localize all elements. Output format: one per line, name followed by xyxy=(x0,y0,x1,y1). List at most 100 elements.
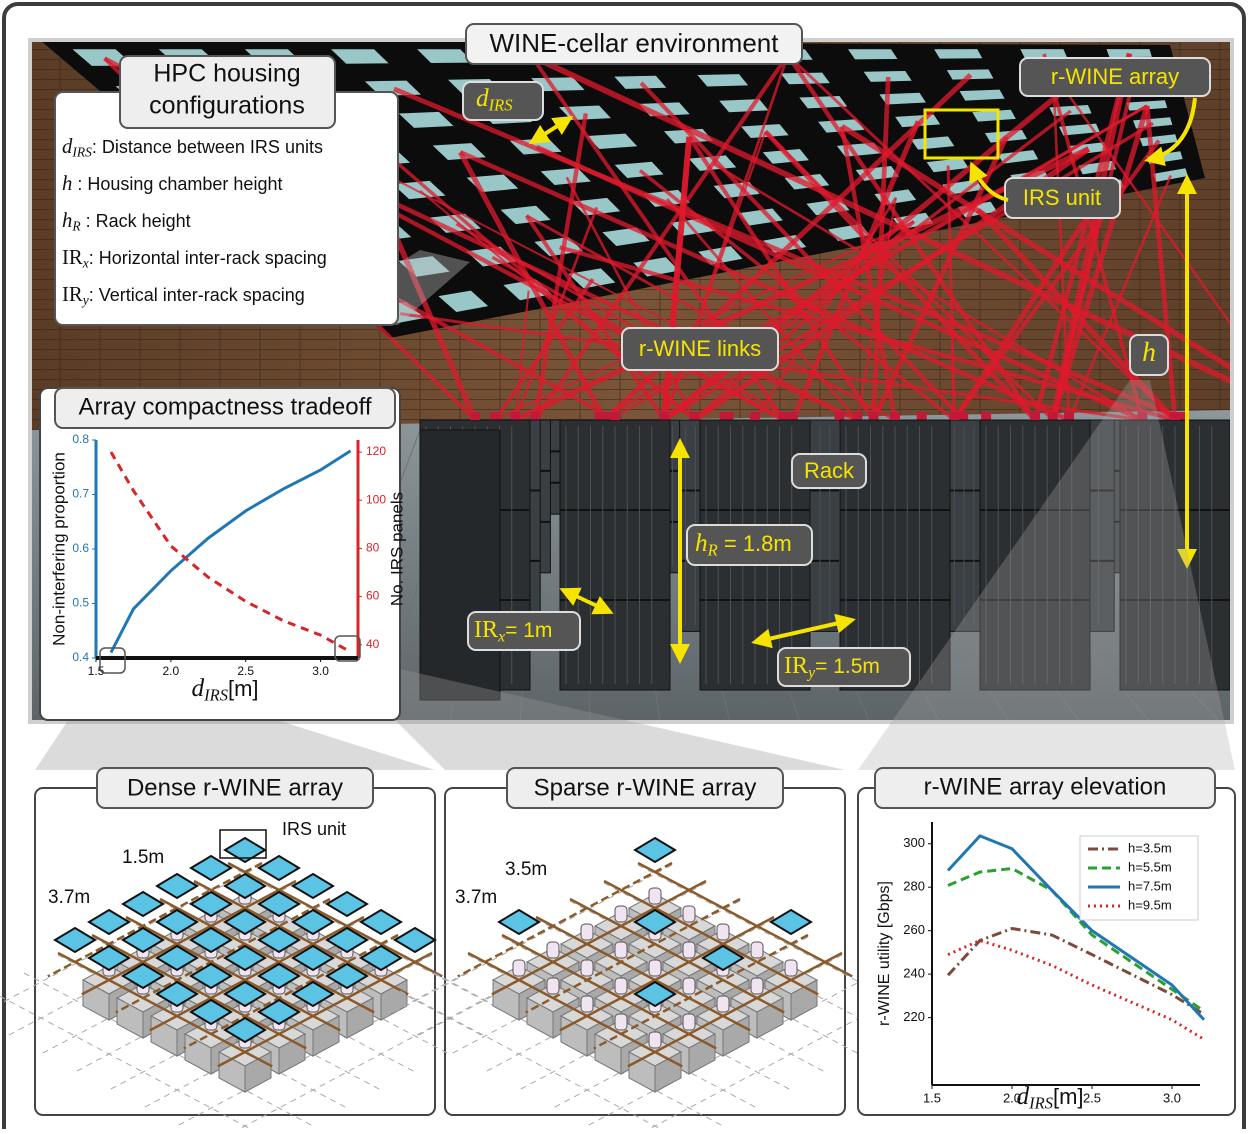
wire xyxy=(603,879,819,996)
symbol-label: dIRS[m] xyxy=(1016,1082,1083,1113)
rack-top xyxy=(981,412,992,420)
irs-panel xyxy=(398,111,454,128)
symbol-label: IRy= 1.5m xyxy=(784,652,880,681)
symbol-label: dIRS[m] xyxy=(191,674,258,705)
irs-panel xyxy=(330,49,389,64)
wire xyxy=(125,915,341,1032)
rack-top xyxy=(530,412,541,420)
transceiver xyxy=(682,905,696,923)
y-tick-label: 0.7 xyxy=(72,487,89,501)
rack-top xyxy=(470,412,480,420)
subscript: R xyxy=(707,540,718,559)
symbol-text: [m] xyxy=(1053,1084,1084,1109)
rack-top xyxy=(779,412,789,420)
link-beam xyxy=(638,169,956,422)
irs-diamond xyxy=(189,854,233,882)
transceiver xyxy=(580,995,594,1013)
irs-panel xyxy=(500,205,551,225)
transceiver xyxy=(614,977,628,995)
irs-diamond xyxy=(497,908,541,936)
irs-diamond xyxy=(155,944,199,972)
subscript: IRS xyxy=(203,685,228,704)
rack-top xyxy=(916,412,927,420)
irs-diamond xyxy=(633,908,677,936)
irs-diamond xyxy=(189,998,233,1026)
link-beam xyxy=(1051,72,1232,328)
irs-diamond xyxy=(87,944,131,972)
y-axis-label: r-WINE utility [Gbps] xyxy=(876,881,893,1026)
wire xyxy=(525,897,741,1014)
irs-panel xyxy=(847,49,898,60)
irs-panel xyxy=(863,70,912,82)
irs-panel xyxy=(818,119,865,133)
irs-diamond xyxy=(121,926,165,954)
link-beam xyxy=(533,53,790,422)
transceiver xyxy=(750,941,764,959)
legend-label: h=9.5m xyxy=(1128,897,1172,912)
y2-tick-label: 60 xyxy=(366,589,380,603)
irs-panel xyxy=(879,92,926,105)
transceiver xyxy=(580,923,594,941)
wire xyxy=(47,861,263,978)
rack-top xyxy=(1047,412,1058,420)
irs-panel xyxy=(926,158,969,173)
link-beam xyxy=(1042,53,1145,421)
transceiver xyxy=(546,977,560,995)
rack-top xyxy=(594,412,605,420)
link-beam xyxy=(840,124,1232,372)
link-beam xyxy=(639,81,965,422)
irs-diamond xyxy=(155,872,199,900)
label-box xyxy=(462,81,544,121)
chart-title: Array compactness tradeoff xyxy=(78,393,371,420)
symbol-text: = 1.8m xyxy=(718,531,792,556)
rack-top xyxy=(599,412,610,420)
symbol: IR xyxy=(62,284,83,306)
subscript: y xyxy=(806,664,815,681)
irs-diamond xyxy=(53,926,97,954)
chart-title: r-WINE array elevation xyxy=(924,773,1167,800)
link-beam xyxy=(513,206,599,421)
irs-diamond xyxy=(325,890,369,918)
rack xyxy=(419,429,501,701)
irs-highlight xyxy=(219,829,267,859)
panel-label: 3.7m xyxy=(48,887,90,908)
link-beam xyxy=(712,162,1144,422)
symbol-text: : Housing chamber height xyxy=(72,174,282,194)
symbol-text: [m] xyxy=(228,676,259,701)
symbol: d xyxy=(476,84,489,112)
irs-diamond xyxy=(257,998,301,1026)
subscript: x xyxy=(82,255,89,270)
irs-panel xyxy=(568,268,616,289)
wire xyxy=(491,879,707,996)
link-beam xyxy=(687,135,876,422)
panel-label: 3.5m xyxy=(505,859,547,880)
rack-top xyxy=(1170,412,1180,420)
symbol: IR xyxy=(62,247,83,269)
wire xyxy=(559,915,775,1032)
irs-panel xyxy=(586,133,638,150)
wire xyxy=(115,897,331,1014)
irs-diamond xyxy=(257,962,301,990)
wire xyxy=(81,879,297,996)
hpc-title: HPC housing xyxy=(153,60,300,88)
subscript: IRS xyxy=(71,144,92,159)
y-tick-label: 300 xyxy=(903,835,925,850)
y-axis-label: Non-interfering proportion xyxy=(49,452,68,646)
link-beam xyxy=(306,160,859,423)
symbol-text: : Vertical inter-rack spacing xyxy=(89,285,305,305)
symbol-label: IRx: Horizontal inter-rack spacing xyxy=(62,247,327,271)
label-box xyxy=(686,524,813,566)
symbol-label: IRx= 1m xyxy=(474,616,552,645)
irs-panel xyxy=(614,161,664,178)
y-tick-label: 0.6 xyxy=(72,541,89,555)
rack-top xyxy=(834,412,845,420)
irs-diamond xyxy=(393,926,437,954)
irs-panel xyxy=(438,290,489,313)
label-box xyxy=(1019,57,1211,97)
arrow xyxy=(559,587,614,615)
irs-diamond xyxy=(325,926,369,954)
y2-tick-label: 120 xyxy=(366,444,386,458)
y-tick-label: 240 xyxy=(903,966,925,981)
transceiver xyxy=(682,941,696,959)
